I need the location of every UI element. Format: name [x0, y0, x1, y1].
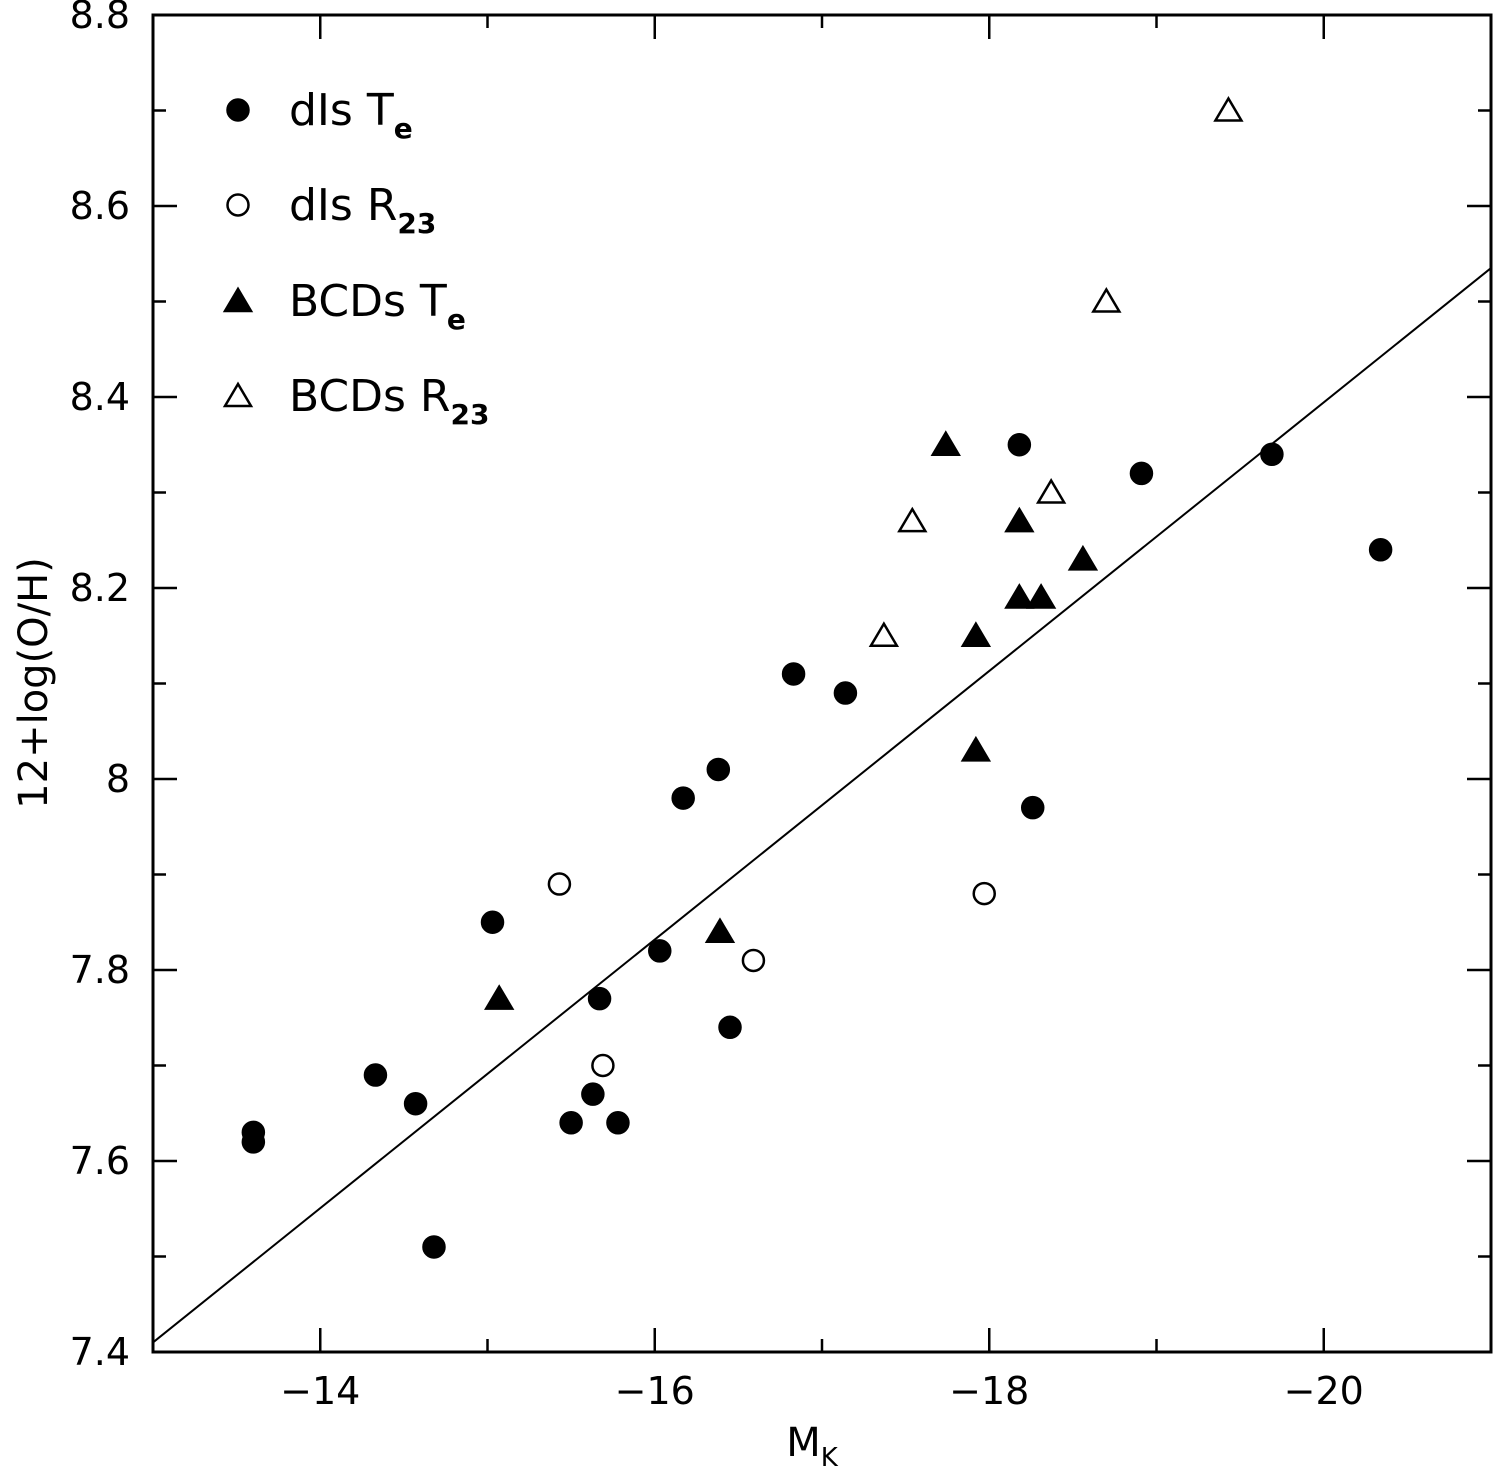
point-dis-t	[833, 681, 858, 705]
point-dis-t	[363, 1063, 388, 1087]
y-axis-title: 12+log(O/H)	[11, 557, 57, 809]
legend: dIs Te dIs R23 BCDs Te BCDs R23	[222, 85, 489, 431]
point-dis-t	[581, 1082, 605, 1106]
point-dis-t	[606, 1111, 630, 1135]
point-dis-t	[718, 1015, 742, 1040]
x-tick-label: −14	[280, 1369, 360, 1413]
point-dis-r23	[741, 948, 766, 973]
point-dis-t	[1129, 461, 1154, 486]
data-points	[241, 96, 1393, 1259]
legend-marker-bcds-t	[222, 286, 254, 313]
point-bcds-t	[960, 735, 992, 762]
point-bcds-t	[704, 917, 736, 944]
point-dis-t	[671, 786, 695, 810]
legend-label-dis-t: dIs Te	[289, 85, 413, 145]
fit-line	[152, 267, 1492, 1344]
point-bcds-t	[484, 984, 515, 1010]
point-bcds-t	[960, 621, 992, 647]
point-dis-t	[1020, 795, 1045, 820]
y-tick-label: 7.4	[70, 1330, 130, 1374]
point-dis-t	[1260, 442, 1284, 467]
x-tick-label: −20	[1284, 1369, 1364, 1413]
point-dis-t	[480, 910, 505, 934]
y-tick-label: 8.2	[70, 566, 130, 610]
legend-label-bcds-r23: BCDs R23	[289, 371, 489, 431]
legend-label-dis-r23: dIs R23	[289, 180, 436, 240]
point-bcds-t	[1067, 544, 1099, 571]
point-dis-t	[781, 662, 806, 686]
point-bcds-t	[930, 430, 961, 456]
legend-marker-bcds-r23	[222, 381, 254, 408]
x-tick-label: −16	[615, 1369, 695, 1413]
point-bcds-r23	[1091, 287, 1122, 313]
point-dis-t	[1368, 538, 1393, 562]
point-bcds-r23	[1213, 96, 1244, 122]
tick-labels: −14 −16 −18 −20 7.4 7.6 7.8 8 8.2 8.4 8.6 8.8	[70, 0, 1364, 1413]
point-bcds-r23	[897, 506, 928, 533]
point-bcds-r23	[868, 621, 900, 647]
y-tick-label: 8.4	[70, 375, 130, 419]
point-dis-t	[587, 986, 612, 1011]
point-dis-r23	[547, 872, 572, 896]
point-bcds-t	[1025, 583, 1057, 609]
point-dis-t	[706, 757, 731, 782]
x-axis-title: MK	[786, 1420, 839, 1467]
point-dis-r23	[591, 1053, 615, 1078]
y-tick-label: 8	[106, 757, 130, 801]
x-tick-label: −18	[949, 1369, 1029, 1413]
y-tick-label: 7.8	[70, 948, 130, 992]
point-dis-t	[559, 1111, 583, 1135]
point-dis-t	[648, 939, 672, 963]
fit-line-layer	[152, 267, 1492, 1344]
point-bcds-r23	[1035, 478, 1067, 504]
y-tick-label: 7.6	[70, 1139, 130, 1183]
point-dis-t	[403, 1091, 428, 1116]
point-dis-t	[422, 1235, 446, 1259]
y-tick-label: 8.6	[70, 184, 130, 228]
y-tick-label: 8.8	[70, 0, 130, 37]
legend-marker-dis-r23	[226, 193, 250, 217]
legend-marker-dis-t	[226, 98, 250, 122]
point-bcds-t	[1004, 506, 1035, 533]
point-dis-r23	[972, 881, 996, 906]
plot-frame	[151, 13, 1493, 1354]
point-dis-t	[1007, 433, 1032, 457]
point-dis-t	[241, 1130, 266, 1154]
point-bcds-t	[1004, 583, 1035, 609]
legend-label-bcds-t: BCDs Te	[289, 276, 466, 336]
